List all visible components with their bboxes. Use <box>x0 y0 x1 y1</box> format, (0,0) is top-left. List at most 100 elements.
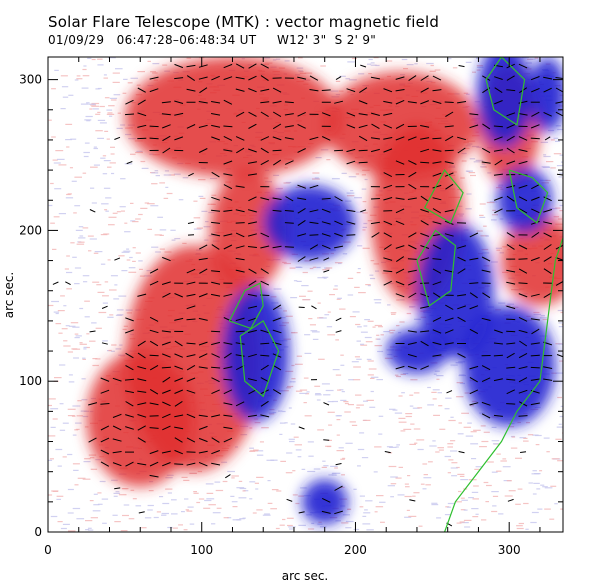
field-vector <box>518 389 528 394</box>
noise-speck <box>398 395 403 397</box>
noise-speck <box>91 202 97 204</box>
noise-speck <box>159 248 165 250</box>
noise-speck <box>481 163 486 165</box>
noise-speck <box>102 340 108 342</box>
field-vector <box>395 268 405 274</box>
noise-speck <box>171 239 176 241</box>
field-vector <box>137 124 147 128</box>
field-vector <box>100 461 110 467</box>
noise-speck <box>159 182 165 184</box>
noise-speck <box>282 518 286 521</box>
noise-speck <box>373 263 380 265</box>
noise-speck <box>84 426 89 428</box>
noise-speck <box>532 470 537 472</box>
noise-speck <box>119 206 126 208</box>
noise-speck <box>285 472 293 474</box>
field-vector <box>444 149 454 152</box>
field-vector <box>444 317 454 322</box>
noise-speck <box>338 262 342 265</box>
field-vector <box>260 136 270 141</box>
noise-speck <box>492 505 497 507</box>
field-vector <box>518 63 528 69</box>
field-vector <box>395 99 405 105</box>
field-vector <box>297 219 306 226</box>
noise-speck <box>366 358 372 360</box>
field-vector <box>494 159 503 166</box>
field-vector <box>469 292 478 299</box>
negative-region-8 <box>386 328 448 374</box>
noise-speck <box>307 441 314 443</box>
field-vector <box>409 499 416 502</box>
noise-speck <box>291 378 296 380</box>
noise-speck <box>90 166 98 168</box>
y-tick-label: 0 <box>34 525 42 539</box>
field-vector <box>162 256 171 262</box>
field-vector <box>137 390 147 393</box>
noise-speck <box>375 64 380 67</box>
noise-speck <box>399 321 405 323</box>
noise-speck <box>132 247 136 249</box>
noise-speck <box>297 456 302 458</box>
noise-speck <box>298 57 303 59</box>
field-vector <box>223 352 232 359</box>
field-vector <box>186 389 196 394</box>
field-vector <box>137 414 147 418</box>
field-vector <box>223 378 233 381</box>
noise-speck <box>463 92 469 94</box>
field-vector <box>543 268 552 275</box>
noise-speck <box>165 477 173 479</box>
noise-speck <box>70 242 75 244</box>
field-vector <box>235 342 245 345</box>
field-vector <box>236 147 245 154</box>
field-vector <box>272 111 282 118</box>
noise-speck <box>340 354 344 356</box>
field-vector <box>211 124 221 128</box>
noise-speck <box>48 494 53 496</box>
field-vector <box>334 510 343 515</box>
noise-speck <box>121 488 128 490</box>
noise-speck <box>101 498 109 500</box>
positive-region-5 <box>124 57 341 178</box>
noise-speck <box>94 251 103 253</box>
noise-speck <box>348 379 354 381</box>
field-vector <box>543 256 552 262</box>
noise-speck <box>557 218 562 220</box>
noise-speck <box>455 501 462 503</box>
noise-speck <box>293 280 298 282</box>
field-vector <box>260 101 270 104</box>
noise-speck <box>340 399 347 401</box>
noise-speck <box>95 358 101 360</box>
noise-speck <box>378 326 383 328</box>
noise-speck <box>108 57 116 59</box>
noise-speck <box>561 161 563 163</box>
field-vector <box>247 353 257 358</box>
noise-speck <box>278 410 283 412</box>
noise-speck <box>73 357 79 359</box>
noise-speck <box>116 211 121 213</box>
noise-speck <box>303 377 309 379</box>
noise-speck <box>542 486 548 488</box>
noise-speck <box>102 155 107 157</box>
noise-speck <box>447 506 451 508</box>
noise-speck <box>72 348 81 350</box>
field-vector <box>395 245 405 249</box>
noise-speck <box>193 217 201 219</box>
noise-speck <box>232 506 238 508</box>
noise-speck <box>85 520 93 522</box>
noise-speck <box>374 345 383 347</box>
field-vector <box>543 221 553 225</box>
noise-speck <box>355 173 360 175</box>
noise-speck <box>389 332 394 334</box>
noise-speck <box>363 325 368 327</box>
field-vector <box>506 89 516 92</box>
noise-speck <box>341 522 349 524</box>
noise-speck <box>515 457 522 459</box>
noise-speck <box>60 108 66 110</box>
noise-speck <box>464 526 471 528</box>
noise-speck <box>89 500 94 502</box>
noise-speck <box>61 328 68 330</box>
noise-speck <box>74 176 82 178</box>
field-vector <box>530 76 540 81</box>
field-vector <box>223 402 233 406</box>
field-vector <box>272 245 282 249</box>
